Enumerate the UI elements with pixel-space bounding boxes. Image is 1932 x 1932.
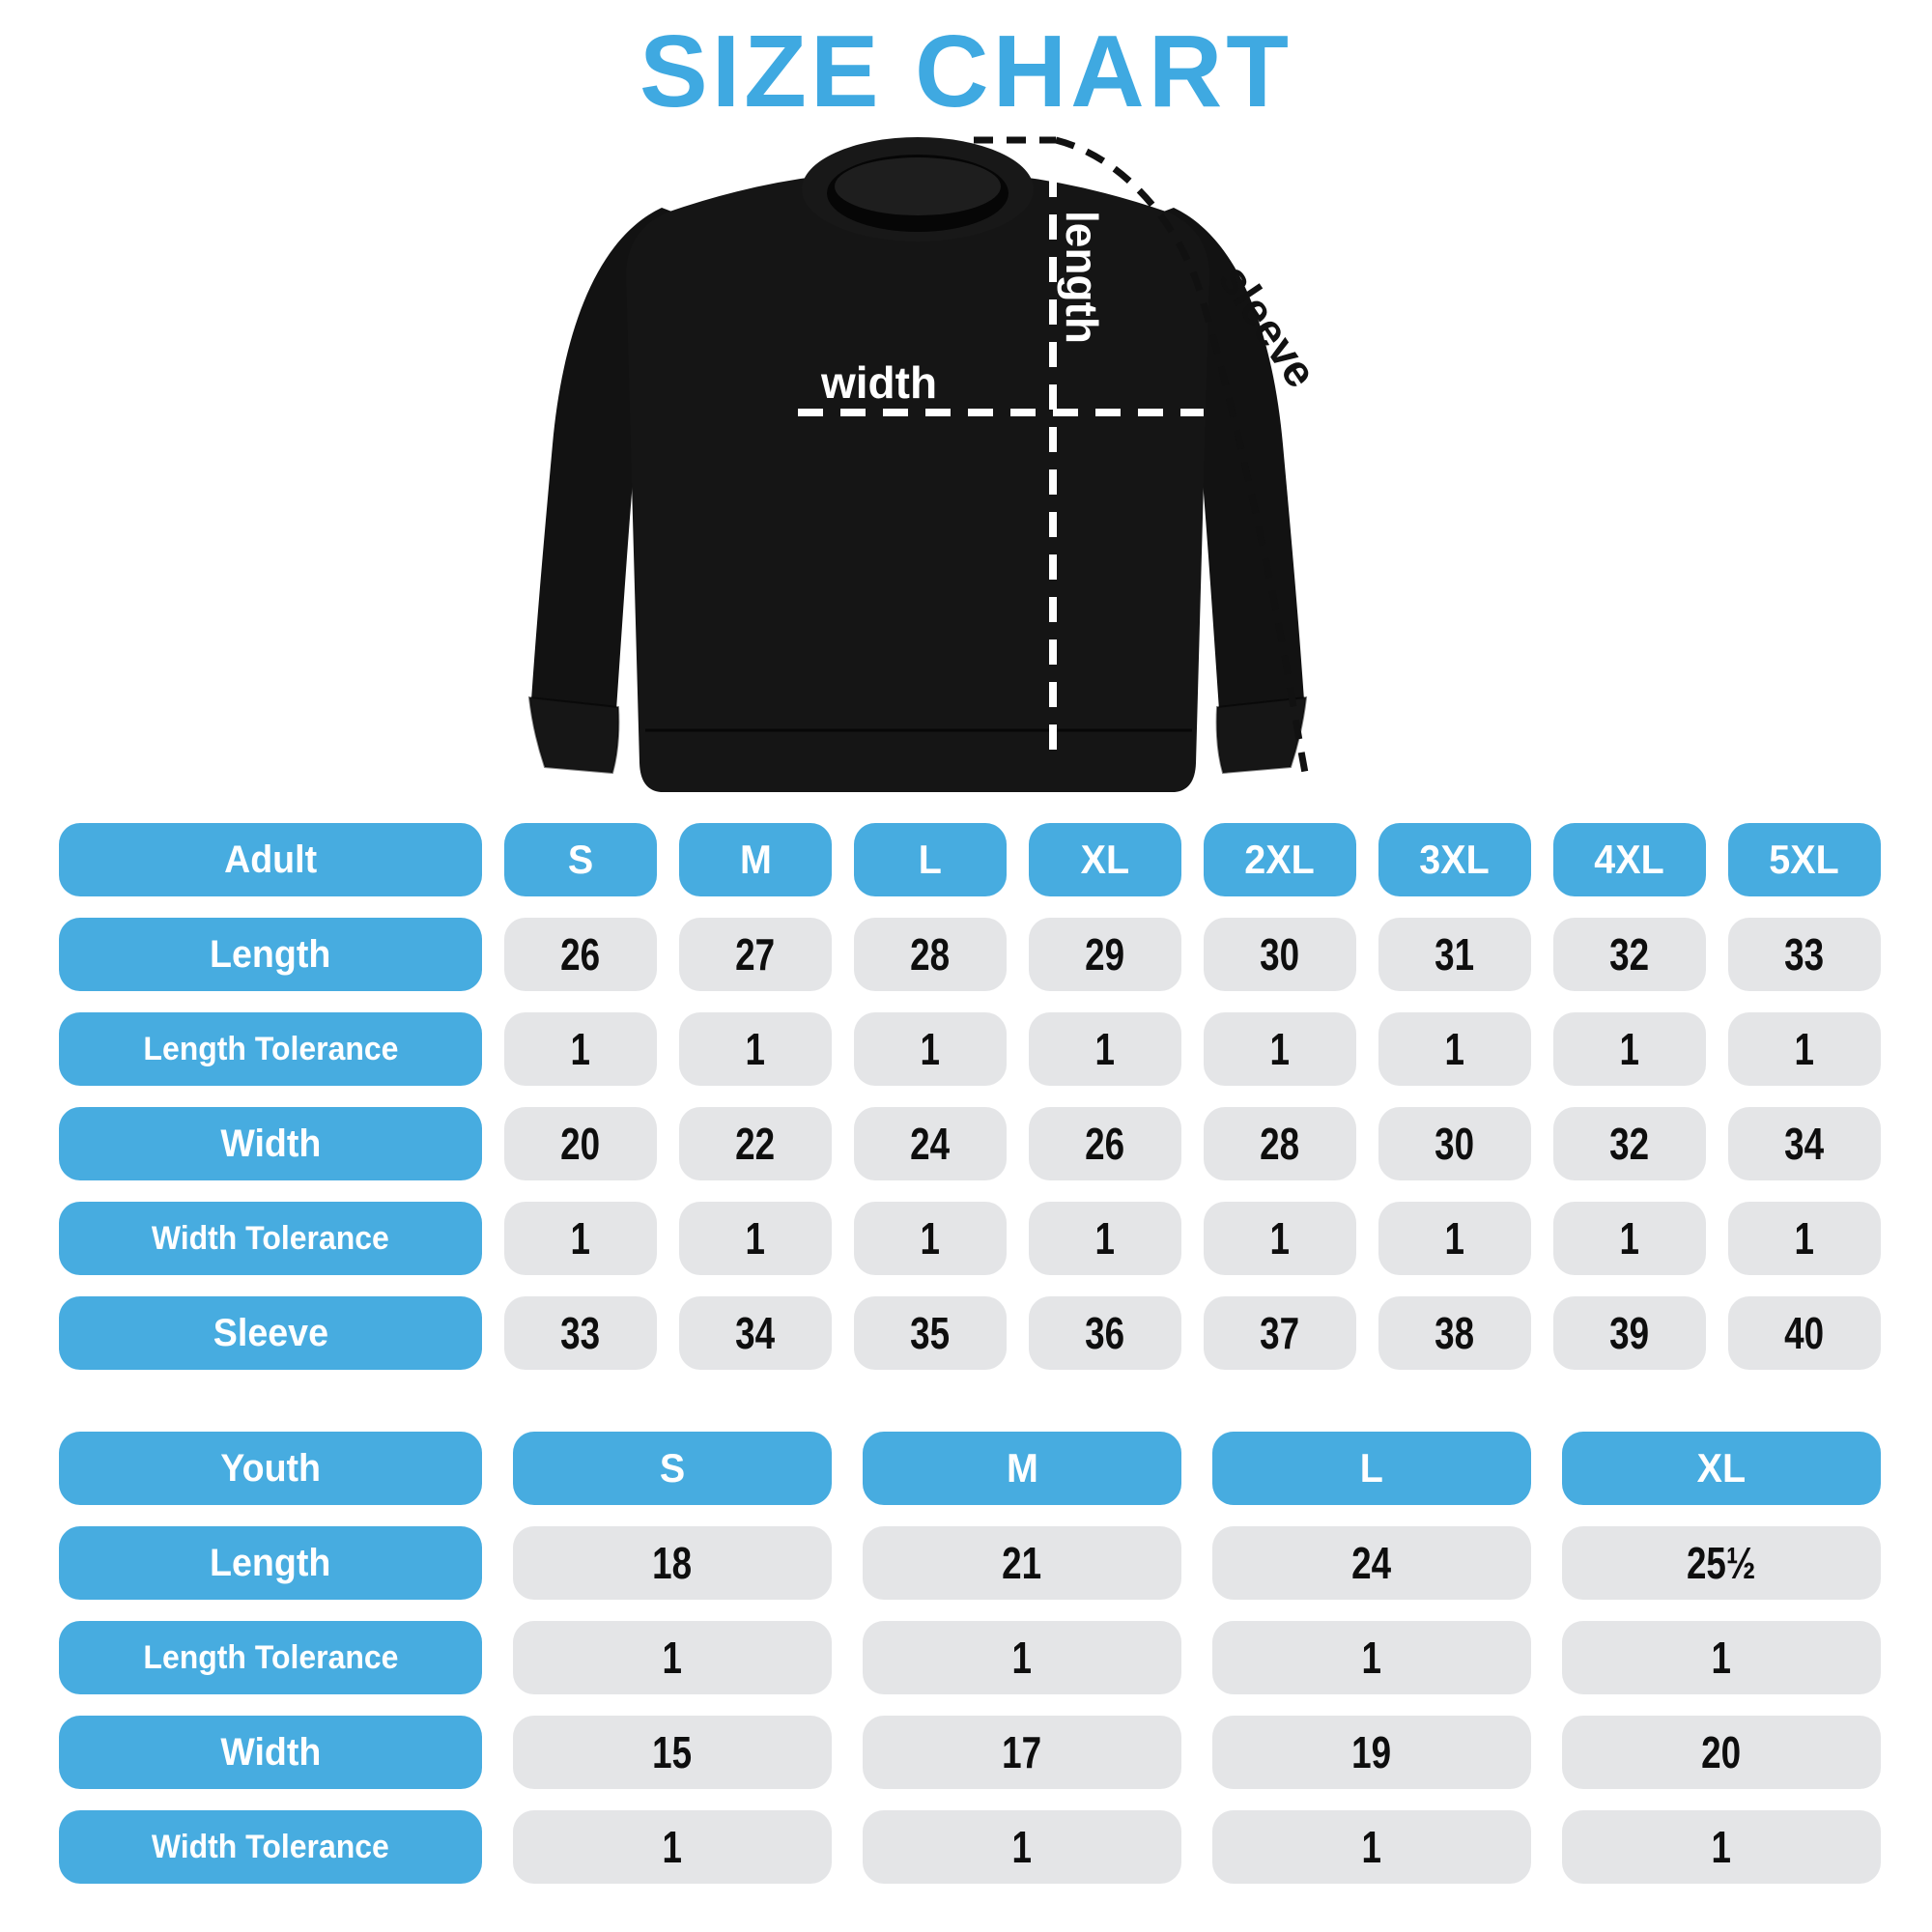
adult-size-header-m: M bbox=[679, 823, 832, 896]
adult-width-tol-xl: 1 bbox=[1029, 1202, 1181, 1275]
adult-width-tol-2xl: 1 bbox=[1204, 1202, 1356, 1275]
adult-length-5xl: 33 bbox=[1728, 918, 1881, 991]
adult-sleeve-l: 35 bbox=[854, 1296, 1007, 1370]
youth-width-m: 17 bbox=[863, 1716, 1181, 1789]
adult-width-tol-5xl: 1 bbox=[1728, 1202, 1881, 1275]
adult-width-tol-3xl: 1 bbox=[1378, 1202, 1531, 1275]
row-label-length-tolerance: Length Tolerance bbox=[59, 1012, 482, 1086]
youth-size-table: Youth S M L XL Length 18 21 24 25½ Lengt… bbox=[59, 1432, 1881, 1884]
adult-width-tol-4xl: 1 bbox=[1553, 1202, 1706, 1275]
left-cuff-shape bbox=[527, 696, 620, 775]
adult-width-3xl: 30 bbox=[1378, 1107, 1531, 1180]
adult-width-tol-s: 1 bbox=[504, 1202, 657, 1275]
youth-length-tol-xl: 1 bbox=[1562, 1621, 1881, 1694]
adult-size-header-xl: XL bbox=[1029, 823, 1181, 896]
youth-size-header-m: M bbox=[863, 1432, 1181, 1505]
adult-size-header-4xl: 4XL bbox=[1553, 823, 1706, 896]
adult-sleeve-2xl: 37 bbox=[1204, 1296, 1356, 1370]
adult-sleeve-5xl: 40 bbox=[1728, 1296, 1881, 1370]
collar-back-panel bbox=[835, 157, 1001, 215]
youth-size-header-xl: XL bbox=[1562, 1432, 1881, 1505]
adult-width-l: 24 bbox=[854, 1107, 1007, 1180]
row-label-width: Width bbox=[59, 1107, 482, 1180]
youth-length-l: 24 bbox=[1212, 1526, 1531, 1600]
youth-width-tol-s: 1 bbox=[513, 1810, 832, 1884]
adult-width-4xl: 32 bbox=[1553, 1107, 1706, 1180]
adult-size-header-l: L bbox=[854, 823, 1007, 896]
youth-table-title: Youth bbox=[59, 1432, 482, 1505]
youth-row-label-length-tolerance: Length Tolerance bbox=[59, 1621, 482, 1694]
adult-size-table: Adult S M L XL 2XL 3XL 4XL 5XL Length 26… bbox=[59, 823, 1881, 1370]
adult-sleeve-s: 33 bbox=[504, 1296, 657, 1370]
youth-width-xl: 20 bbox=[1562, 1716, 1881, 1789]
left-sleeve-shape bbox=[531, 208, 705, 710]
adult-length-tol-l: 1 bbox=[854, 1012, 1007, 1086]
adult-length-tol-m: 1 bbox=[679, 1012, 832, 1086]
adult-length-tol-3xl: 1 bbox=[1378, 1012, 1531, 1086]
youth-row-label-width: Width bbox=[59, 1716, 482, 1789]
adult-width-5xl: 34 bbox=[1728, 1107, 1881, 1180]
adult-width-xl: 26 bbox=[1029, 1107, 1181, 1180]
body-shape bbox=[626, 166, 1209, 792]
youth-width-tol-xl: 1 bbox=[1562, 1810, 1881, 1884]
row-label-sleeve: Sleeve bbox=[59, 1296, 482, 1370]
adult-size-header-3xl: 3XL bbox=[1378, 823, 1531, 896]
width-label: width bbox=[820, 357, 937, 408]
adult-length-tol-2xl: 1 bbox=[1204, 1012, 1356, 1086]
adult-width-m: 22 bbox=[679, 1107, 832, 1180]
page-title: SIZE CHART bbox=[639, 14, 1293, 128]
adult-length-4xl: 32 bbox=[1553, 918, 1706, 991]
adult-length-2xl: 30 bbox=[1204, 918, 1356, 991]
youth-width-l: 19 bbox=[1212, 1716, 1531, 1789]
adult-length-tol-5xl: 1 bbox=[1728, 1012, 1881, 1086]
adult-sleeve-4xl: 39 bbox=[1553, 1296, 1706, 1370]
youth-width-tol-m: 1 bbox=[863, 1810, 1181, 1884]
youth-size-header-l: L bbox=[1212, 1432, 1531, 1505]
adult-sleeve-3xl: 38 bbox=[1378, 1296, 1531, 1370]
adult-width-tol-m: 1 bbox=[679, 1202, 832, 1275]
sleeve-measure-line bbox=[1055, 136, 1309, 774]
adult-length-tol-xl: 1 bbox=[1029, 1012, 1181, 1086]
adult-length-l: 28 bbox=[854, 918, 1007, 991]
youth-length-xl: 25½ bbox=[1562, 1526, 1881, 1600]
adult-length-tol-4xl: 1 bbox=[1553, 1012, 1706, 1086]
right-sleeve-shape bbox=[1130, 208, 1304, 710]
adult-size-header-5xl: 5XL bbox=[1728, 823, 1881, 896]
adult-sleeve-m: 34 bbox=[679, 1296, 832, 1370]
adult-length-xl: 29 bbox=[1029, 918, 1181, 991]
youth-row-label-length: Length bbox=[59, 1526, 482, 1600]
youth-length-tol-m: 1 bbox=[863, 1621, 1181, 1694]
youth-length-tol-l: 1 bbox=[1212, 1621, 1531, 1694]
youth-length-tol-s: 1 bbox=[513, 1621, 832, 1694]
sweatshirt-diagram: width length sleeve bbox=[527, 136, 1326, 792]
adult-size-header-s: S bbox=[504, 823, 657, 896]
adult-table-title: Adult bbox=[59, 823, 482, 896]
youth-length-s: 18 bbox=[513, 1526, 832, 1600]
adult-width-tol-l: 1 bbox=[854, 1202, 1007, 1275]
adult-width-2xl: 28 bbox=[1204, 1107, 1356, 1180]
youth-width-s: 15 bbox=[513, 1716, 832, 1789]
adult-length-m: 27 bbox=[679, 918, 832, 991]
right-cuff-shape bbox=[1215, 696, 1308, 775]
adult-width-s: 20 bbox=[504, 1107, 657, 1180]
youth-width-tol-l: 1 bbox=[1212, 1810, 1531, 1884]
youth-size-header-s: S bbox=[513, 1432, 832, 1505]
adult-length-s: 26 bbox=[504, 918, 657, 991]
adult-sleeve-xl: 36 bbox=[1029, 1296, 1181, 1370]
row-label-length: Length bbox=[59, 918, 482, 991]
youth-length-m: 21 bbox=[863, 1526, 1181, 1600]
adult-length-3xl: 31 bbox=[1378, 918, 1531, 991]
adult-length-tol-s: 1 bbox=[504, 1012, 657, 1086]
youth-row-label-width-tolerance: Width Tolerance bbox=[59, 1810, 482, 1884]
adult-size-header-2xl: 2XL bbox=[1204, 823, 1356, 896]
length-label: length bbox=[1057, 211, 1107, 344]
row-label-width-tolerance: Width Tolerance bbox=[59, 1202, 482, 1275]
